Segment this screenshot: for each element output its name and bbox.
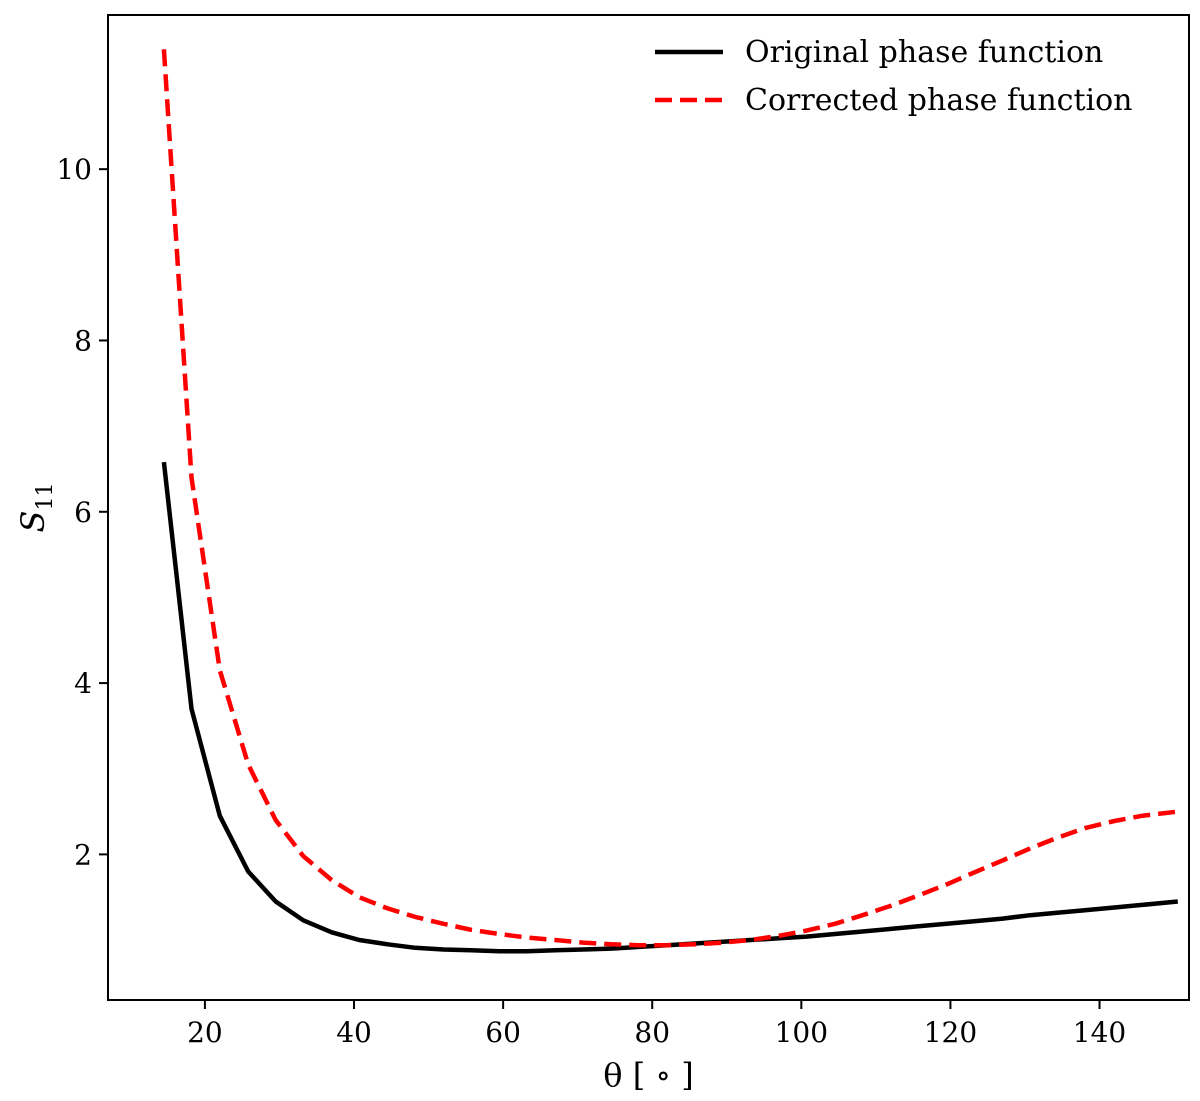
y-axis-label: S11 (14, 483, 58, 533)
plot-lines (161, 49, 1179, 954)
y-tick-label: 6 (74, 496, 92, 529)
y-axis-label-subscript: 11 (33, 483, 58, 511)
y-axis-label-main: S (14, 511, 52, 533)
x-axis-ticks: 20 40 60 80 100 120 140 (187, 1000, 1126, 1049)
y-tick-label: 8 (74, 324, 92, 357)
plot-frame (107, 14, 1190, 1001)
x-tick-label: 60 (485, 1016, 521, 1049)
y-tick-label: 2 (74, 838, 92, 871)
legend-label-1: Original phase function (745, 35, 1103, 70)
y-axis-ticks: 2 4 6 8 10 (56, 153, 108, 871)
y-tick-label: 10 (56, 153, 92, 186)
x-tick-label: 100 (775, 1016, 828, 1049)
legend-label-2: Corrected phase function (745, 83, 1132, 118)
series-line-2 (161, 49, 1179, 948)
x-tick-label: 120 (924, 1016, 977, 1049)
y-tick-label: 4 (74, 667, 92, 700)
x-tick-label: 20 (187, 1016, 223, 1049)
x-axis-label: θ [ ∘ ] (603, 1056, 693, 1094)
series-line-1 (161, 461, 1179, 954)
x-tick-label: 80 (634, 1016, 670, 1049)
x-tick-label: 140 (1073, 1016, 1126, 1049)
legend: Original phase function Corrected phase f… (655, 35, 1132, 118)
x-tick-label: 40 (336, 1016, 372, 1049)
